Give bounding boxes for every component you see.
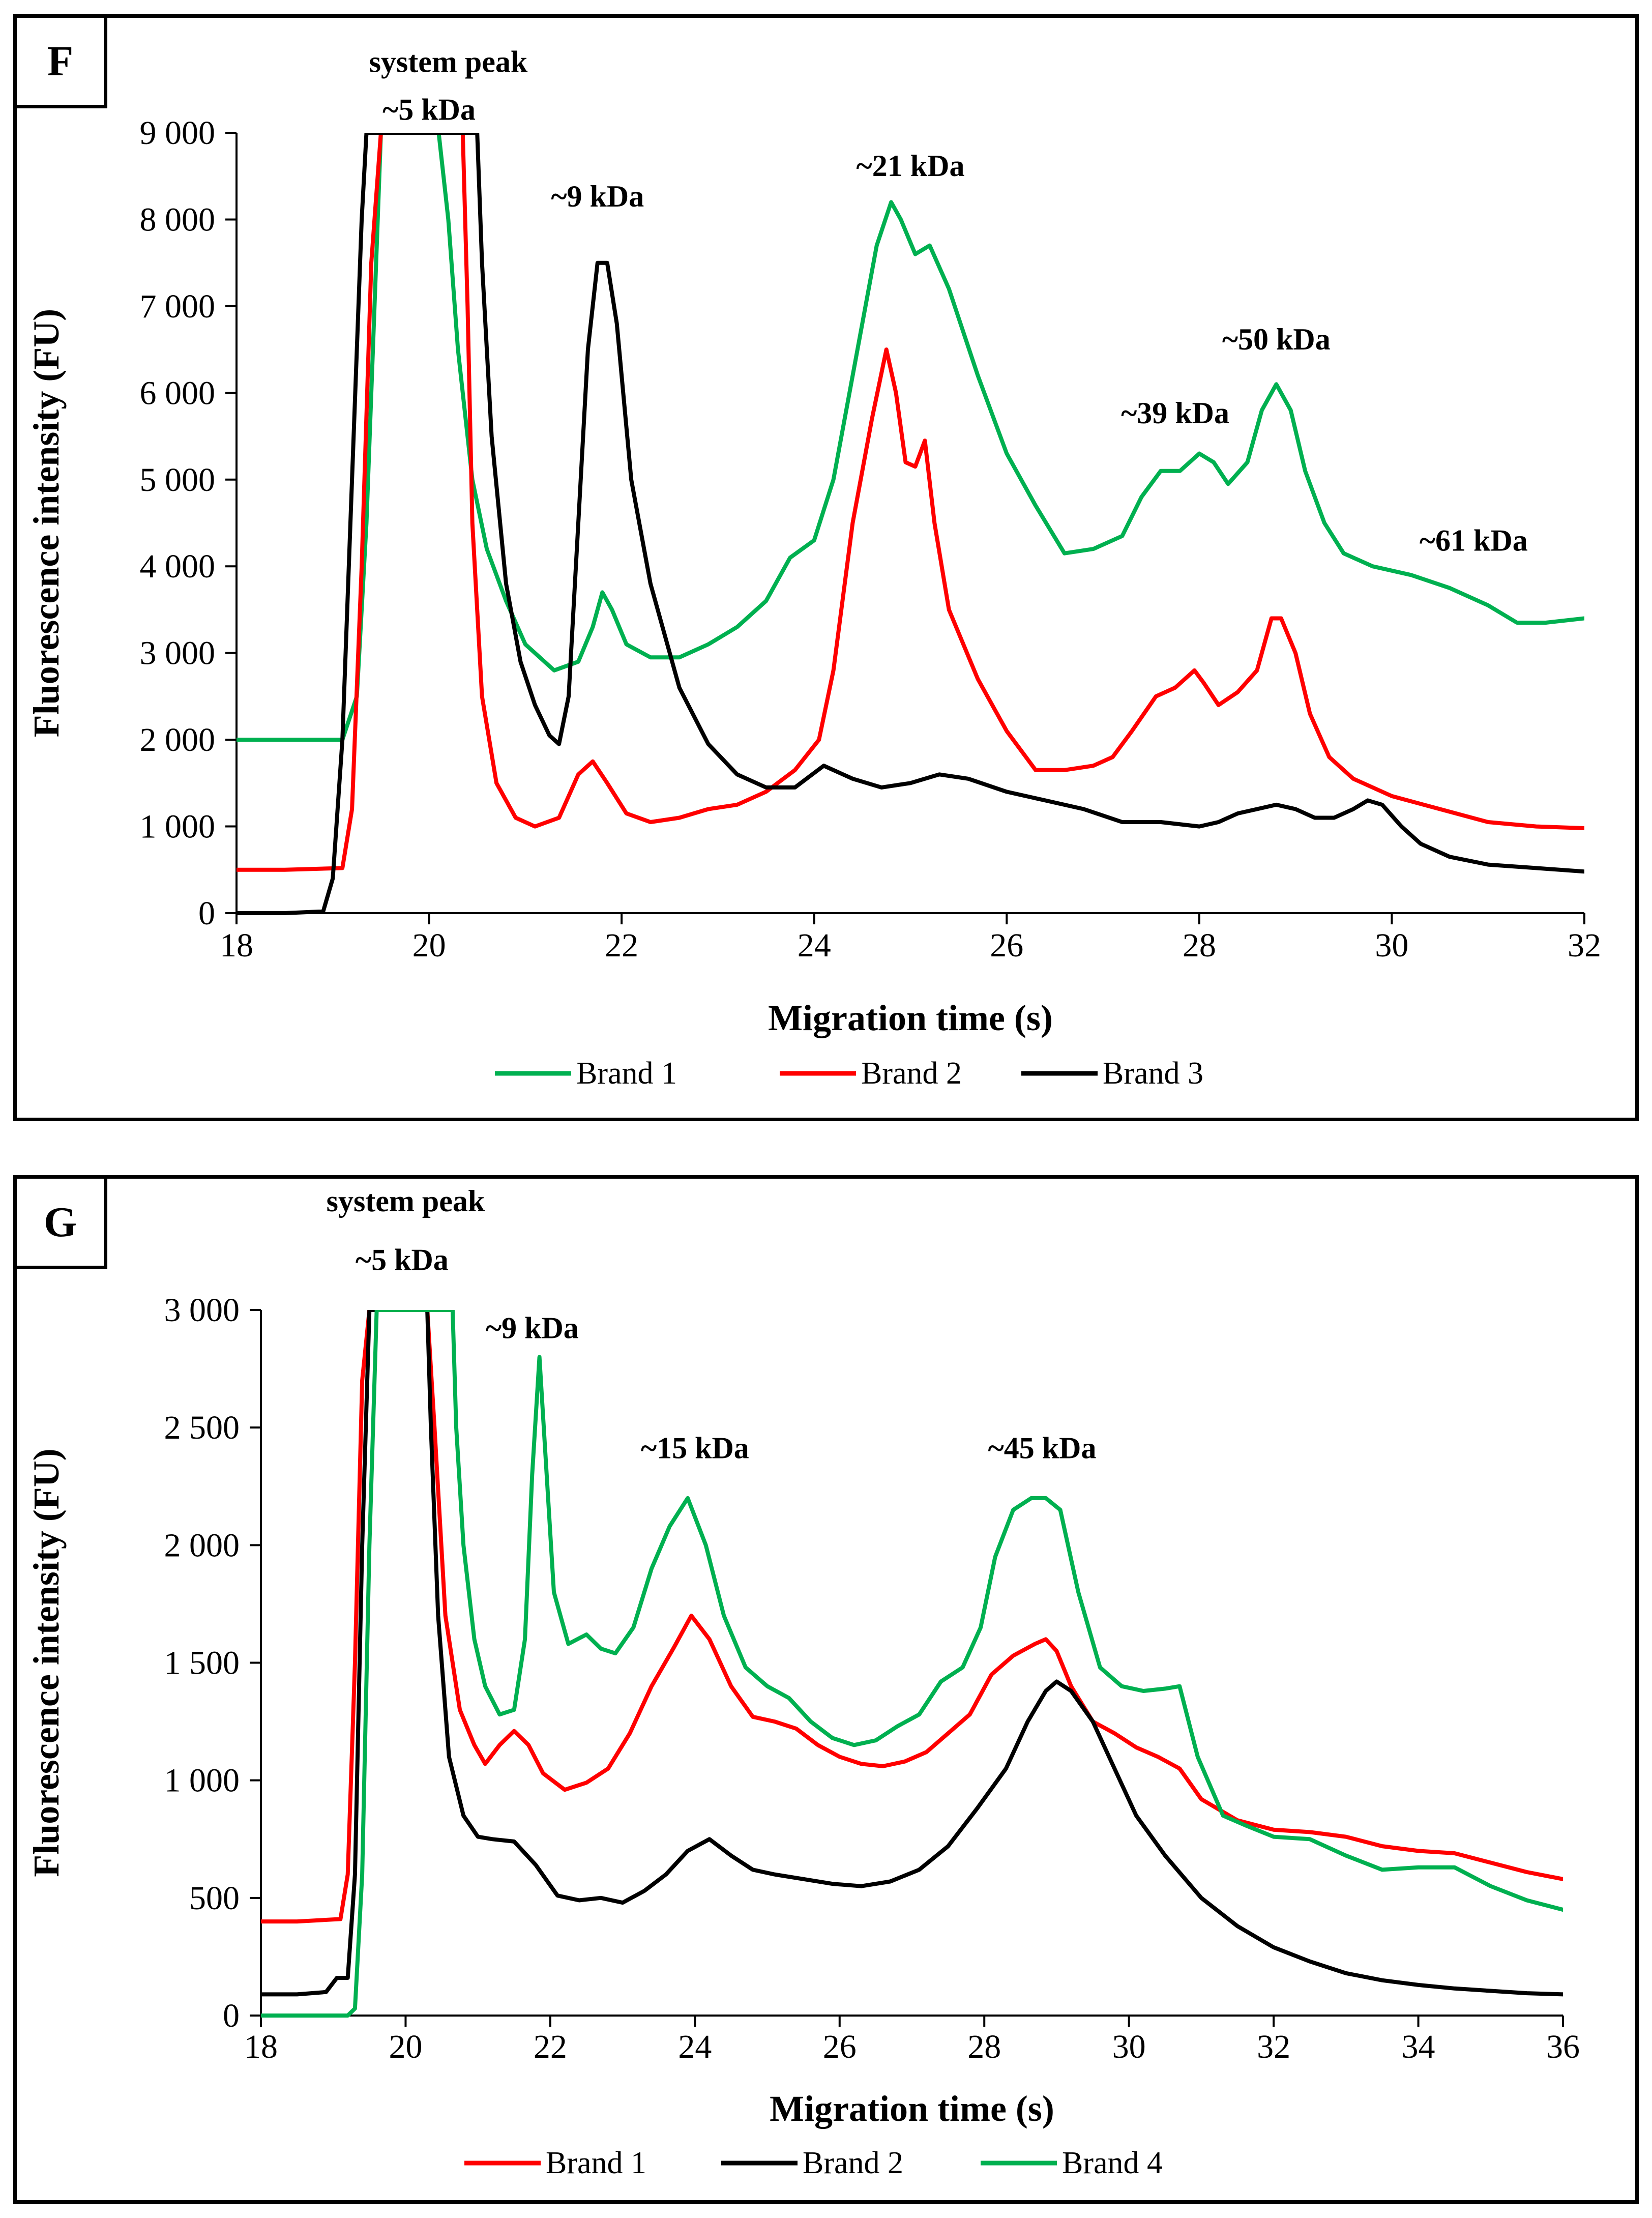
x-axis-label: Migration time (s) <box>770 2088 1054 2129</box>
y-tick-label: 0 <box>198 895 215 932</box>
peak-annotation: ~45 kDa <box>988 1431 1097 1465</box>
y-axis-label: Fluorescence intensity (FU) <box>26 309 67 737</box>
panel-label: G <box>17 1179 107 1269</box>
series-line-brand-2 <box>237 133 1584 872</box>
legend-label: Brand 2 <box>861 1056 962 1091</box>
x-tick-label: 28 <box>1183 927 1216 964</box>
x-tick-label: 20 <box>412 927 446 964</box>
y-tick-label: 500 <box>189 1880 240 1917</box>
peak-annotation: system peak <box>369 45 528 79</box>
chart-panel-g: G 0 500 1 000 1 500 2 000 2 500 3 000 18 20 22 24 2… <box>13 1175 1639 2204</box>
chart-panel-f: F 0 1 000 2 000 3 000 4 000 5 000 6 000 7 000 8 … <box>13 14 1639 1121</box>
peak-annotation: ~50 kDa <box>1222 323 1331 356</box>
peak-annotation: system peak <box>327 1184 485 1218</box>
x-tick-label: 30 <box>1375 927 1408 964</box>
y-tick-label: 1 500 <box>164 1645 240 1682</box>
y-tick-label: 3 000 <box>140 635 216 672</box>
series-line-brand-1 <box>261 1310 1563 1924</box>
x-tick-label: 32 <box>1568 927 1601 964</box>
panel-label: F <box>17 18 107 108</box>
y-axis-label: Fluorescence intensity (FU) <box>26 1448 67 1877</box>
legend-label: Brand 2 <box>803 2146 903 2180</box>
series-line-brand-3 <box>237 133 1584 915</box>
y-tick-label: 1 000 <box>140 808 216 845</box>
y-tick-label: 9 000 <box>140 114 216 152</box>
y-tick-label: 3 000 <box>164 1292 240 1329</box>
plot-area <box>261 1310 1563 2018</box>
x-tick-label: 22 <box>534 2028 567 2065</box>
peak-annotation: ~5 kDa <box>382 93 476 126</box>
x-tick-label: 26 <box>823 2028 857 2065</box>
series-line-brand-1 <box>237 133 1584 742</box>
x-tick-label: 22 <box>605 927 638 964</box>
series-line-brand-2 <box>261 1310 1563 1997</box>
chart-f-svg: 0 1 000 2 000 3 000 4 000 5 000 6 000 7 000 8 00… <box>26 45 1601 1091</box>
y-tick-label: 0 <box>223 1997 240 2034</box>
legend-label: Brand 1 <box>546 2146 646 2180</box>
x-tick-label: 32 <box>1257 2028 1290 2065</box>
peak-annotation: ~39 kDa <box>1121 396 1229 430</box>
x-tick-label: 36 <box>1546 2028 1580 2065</box>
x-tick-label: 18 <box>220 927 253 964</box>
peak-annotation: ~9 kDa <box>486 1311 579 1345</box>
y-tick-label: 6 000 <box>140 374 216 412</box>
series-line-brand-4 <box>261 1310 1563 2018</box>
peak-annotation: ~21 kDa <box>857 149 965 183</box>
legend-label: Brand 4 <box>1062 2146 1163 2180</box>
y-tick-label: 8 000 <box>140 201 216 238</box>
legend-label: Brand 3 <box>1103 1056 1203 1091</box>
x-tick-label: 30 <box>1112 2028 1146 2065</box>
peak-annotation: ~5 kDa <box>356 1243 449 1276</box>
peak-annotation: ~15 kDa <box>641 1431 749 1465</box>
y-tick-label: 7 000 <box>140 288 216 325</box>
x-axis-label: Migration time (s) <box>768 998 1053 1038</box>
y-tick-label: 2 000 <box>140 721 216 758</box>
x-tick-label: 20 <box>389 2028 422 2065</box>
x-tick-label: 28 <box>967 2028 1001 2065</box>
plot-area <box>237 133 1584 915</box>
y-tick-label: 5 000 <box>140 461 216 499</box>
y-tick-label: 4 000 <box>140 548 216 585</box>
x-tick-label: 24 <box>678 2028 712 2065</box>
y-tick-label: 2 000 <box>164 1527 240 1564</box>
x-tick-label: 18 <box>244 2028 278 2065</box>
y-tick-label: 2 500 <box>164 1409 240 1446</box>
x-tick-label: 26 <box>990 927 1023 964</box>
peak-annotation: ~61 kDa <box>1420 524 1528 558</box>
chart-g-svg: 0 500 1 000 1 500 2 000 2 500 3 000 18 20 22 24 26 2… <box>26 1184 1580 2180</box>
legend-label: Brand 1 <box>576 1056 677 1091</box>
y-tick-label: 1 000 <box>164 1762 240 1799</box>
x-tick-label: 24 <box>798 927 831 964</box>
peak-annotation: ~9 kDa <box>551 180 644 213</box>
x-tick-label: 34 <box>1402 2028 1435 2065</box>
